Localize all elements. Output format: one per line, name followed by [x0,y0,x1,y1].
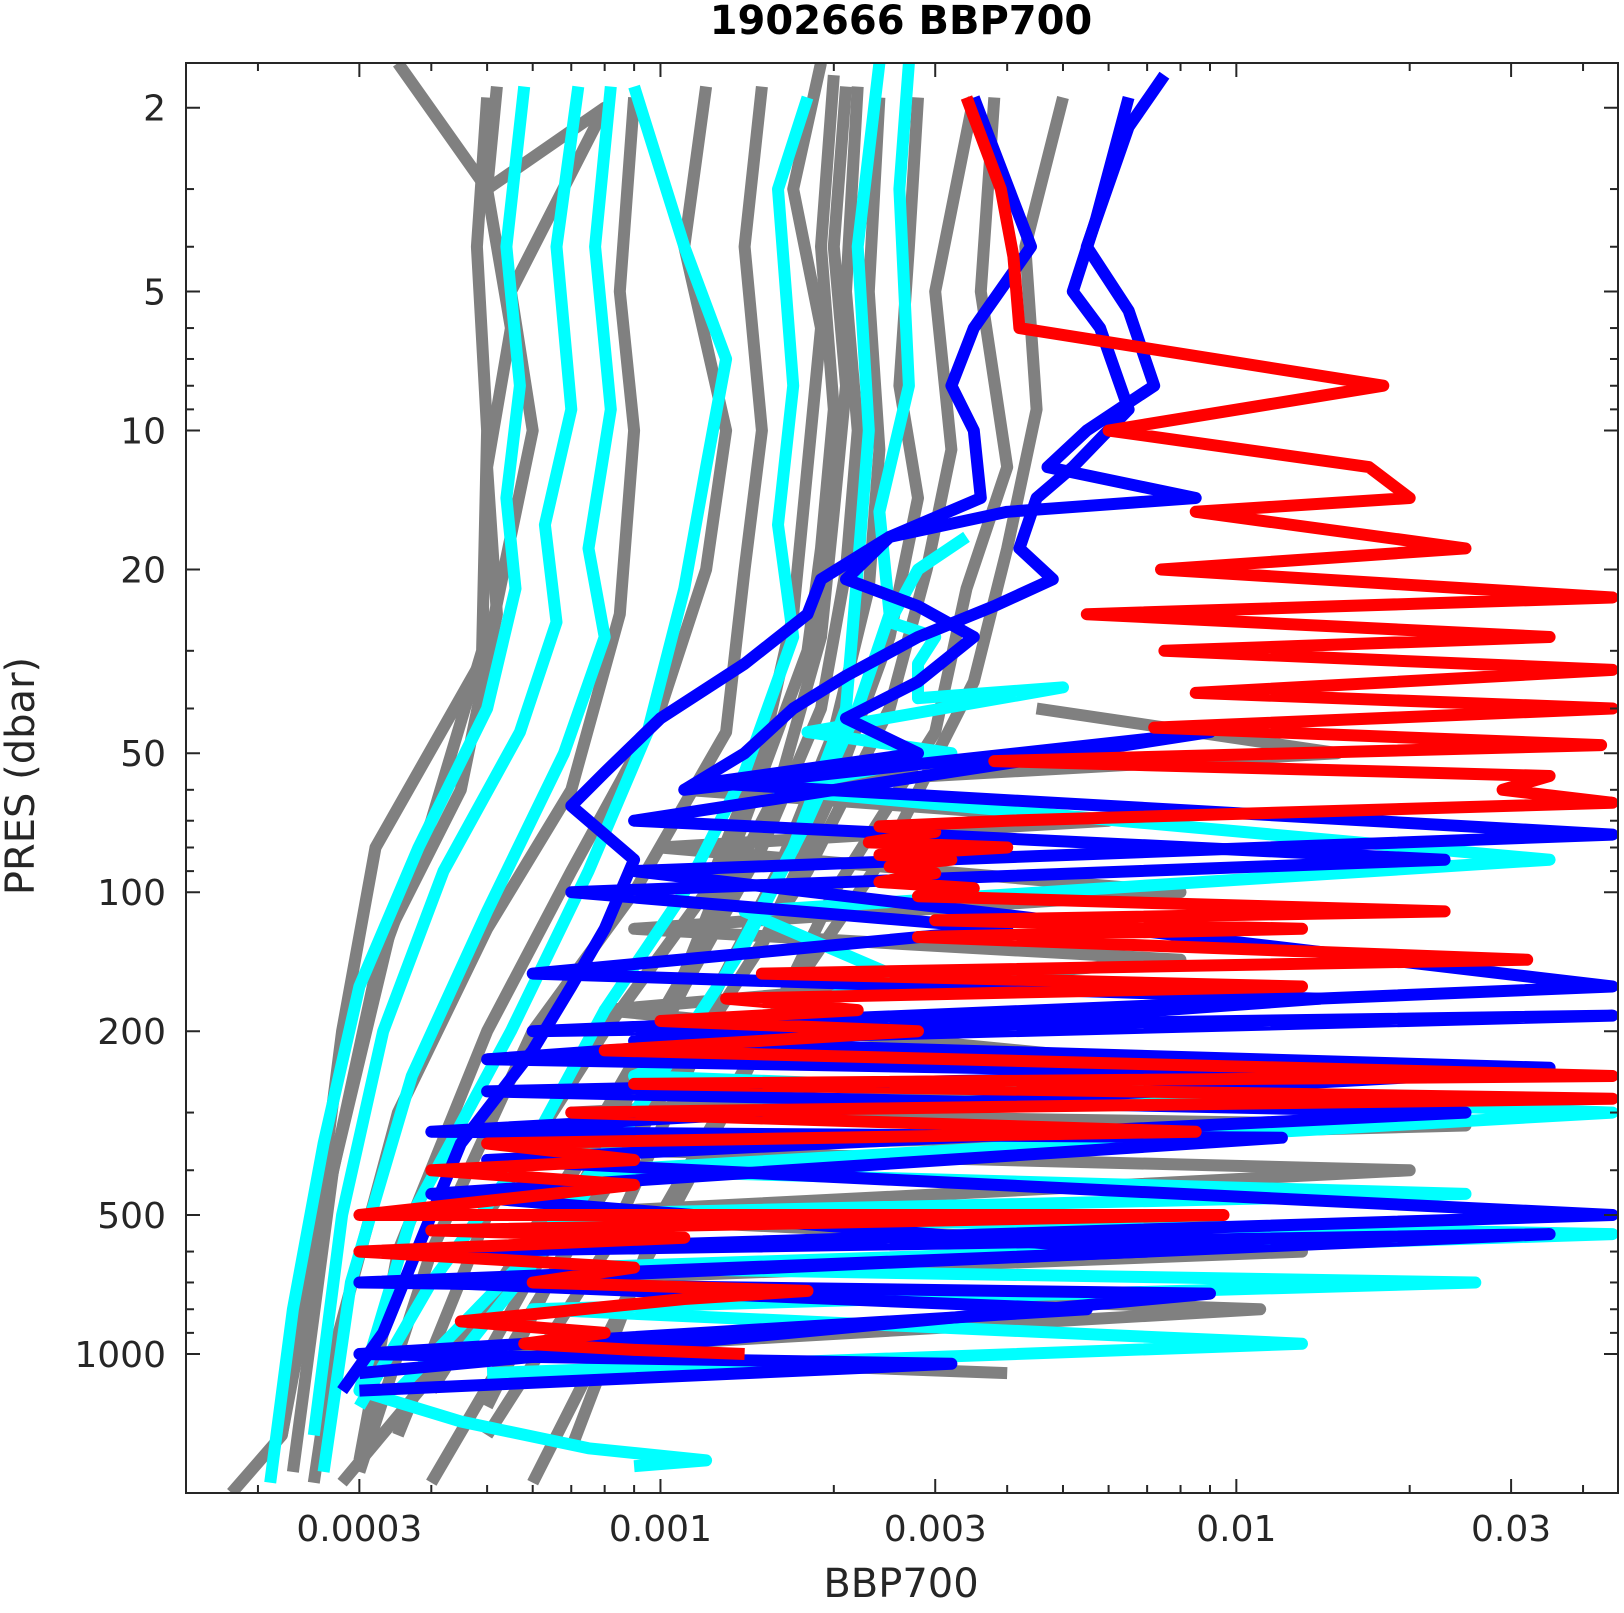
y-tick-label: 20 [120,550,166,591]
y-tick-label: 50 [120,734,166,775]
profile-line-cyan-20 [353,84,733,1473]
profile-line-gray-3 [286,86,517,1473]
profile-line-blue-25 [337,95,1037,1395]
profile-line-cyan-17 [264,85,531,1484]
profile-line-blue-26 [353,71,1618,1397]
x-tick-label: 0.003 [884,1509,987,1550]
y-axis: 2 5 10 20 50 100 200 500 1000 [74,89,1618,1494]
x-tick-label: 0.0003 [296,1509,422,1550]
profile-line-cyan-18 [307,85,585,1437]
x-axis: 0.0003 0.001 0.003 0.01 0.03 [256,63,1585,1550]
profile-line-cyan-19 [317,86,617,1473]
y-tick-label: 500 [97,1196,166,1237]
y-tick-label: 200 [97,1012,166,1053]
chart-title: 1902666 BBP700 [710,0,1093,44]
y-tick-label: 1000 [74,1335,166,1376]
x-tick-label: 0.001 [609,1509,712,1550]
y-axis-label: PRES (dbar) [0,657,44,895]
series-layer [227,63,1618,1493]
profile-line-red-28 [353,95,1618,1360]
x-axis-label: BBP700 [823,1561,978,1607]
y-tick-label: 5 [143,272,166,313]
x-tick-label: 0.03 [1471,1509,1551,1550]
y-tick-label: 100 [97,873,166,914]
y-tick-label: 10 [120,411,166,452]
plot-frame [185,62,1619,1494]
y-tick-label: 2 [143,89,166,130]
x-tick-label: 0.01 [1196,1509,1276,1550]
